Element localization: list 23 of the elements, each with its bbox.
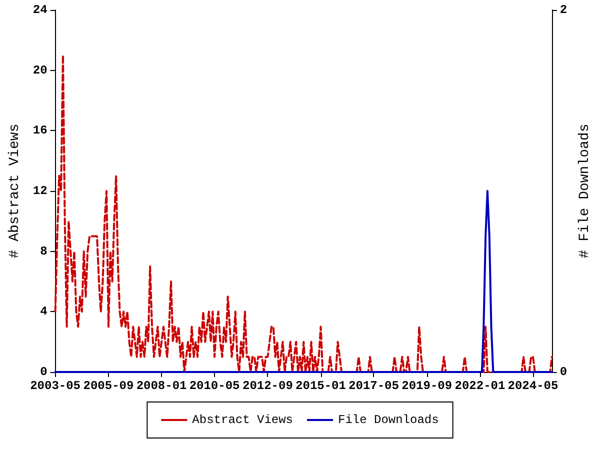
y2-axis-title: # File Downloads: [577, 124, 593, 258]
legend-label: File Downloads: [338, 413, 439, 427]
x-tick-label: 2010-05: [189, 379, 240, 393]
y-tick-label: 24: [32, 3, 48, 17]
y-tick-label: 4: [40, 304, 48, 319]
x-tick-label: 2015-01: [296, 379, 346, 393]
x-tick-label: 2012-09: [242, 379, 293, 393]
y2-tick-label: 0: [560, 365, 568, 379]
y-tick-label: 20: [32, 63, 48, 78]
y-tick-label: 12: [32, 184, 48, 198]
legend-label: Abstract Views: [192, 413, 294, 427]
y-axis-title: # Abstract Views: [7, 124, 23, 258]
x-tick-label: 2005-09: [83, 379, 134, 393]
y-tick-label: 8: [40, 244, 48, 258]
x-tick-label: 2024-05: [508, 379, 558, 393]
y2-tick-label: 2: [560, 3, 568, 17]
x-tick-label: 2019-09: [402, 379, 452, 393]
x-tick-label: 2008-01: [136, 379, 187, 393]
x-tick-label: 2003-05: [30, 379, 81, 393]
y-tick-label: 0: [40, 365, 48, 379]
x-tick-label: 2022-01: [454, 379, 506, 393]
x-tick-label: 2017-05: [348, 379, 399, 393]
y-tick-label: 16: [32, 124, 48, 138]
